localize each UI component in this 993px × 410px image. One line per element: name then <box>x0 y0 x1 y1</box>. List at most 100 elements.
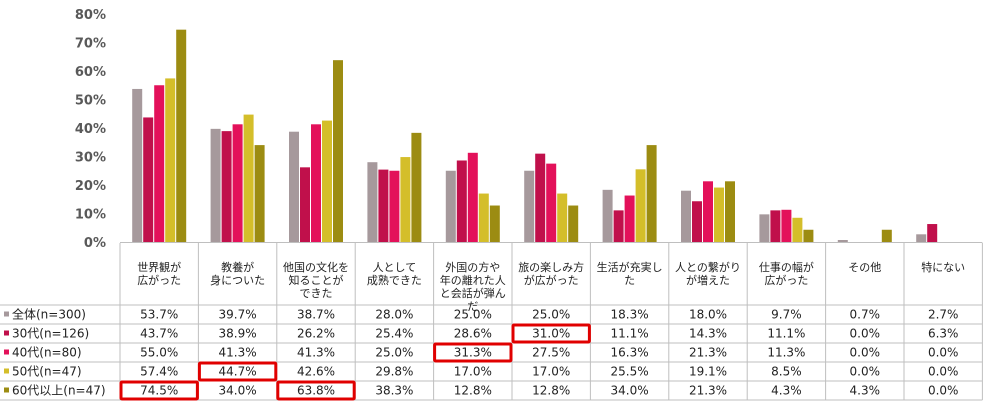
category-label: 身についた <box>210 273 265 287</box>
data-label: 4.3% <box>771 384 802 398</box>
y-tick-label: 10% <box>75 208 106 223</box>
bar <box>289 131 299 242</box>
highlight-box <box>433 342 513 363</box>
data-label: 31.3% <box>454 346 492 360</box>
data-label: 2.7% <box>928 308 959 322</box>
series-name: 全体(n=300) <box>12 307 86 322</box>
data-label: 0.0% <box>850 346 881 360</box>
bar <box>557 193 568 242</box>
data-label: 0.7% <box>850 308 881 322</box>
category-label: 人との繋がり <box>675 260 741 274</box>
data-label: 25.4% <box>375 327 413 341</box>
data-label: 34.0% <box>219 384 257 398</box>
highlight-box <box>511 323 591 344</box>
data-label: 18.0% <box>689 308 727 322</box>
bar <box>546 163 557 243</box>
data-label: 25.0% <box>375 346 413 360</box>
category-label: その他 <box>848 261 881 274</box>
y-tick-label: 20% <box>75 179 106 194</box>
bar <box>132 88 143 242</box>
bar <box>389 170 400 242</box>
bar <box>143 117 154 242</box>
bar <box>367 162 378 242</box>
category-label: 他国の文化を <box>283 260 349 274</box>
highlight-box <box>197 361 278 382</box>
y-tick-label: 80% <box>75 8 106 23</box>
data-label: 31.0% <box>532 327 570 341</box>
bar <box>927 224 938 242</box>
bar <box>725 181 735 242</box>
category-label: 知ることが <box>289 273 344 287</box>
data-label: 25.0% <box>454 308 492 322</box>
legend-swatch <box>4 349 9 355</box>
bar <box>478 193 489 242</box>
y-tick-label: 30% <box>75 151 106 166</box>
bar <box>400 157 411 242</box>
category-label: が増えた <box>686 273 730 287</box>
category-label: 広がった <box>764 273 808 287</box>
bar <box>524 170 535 242</box>
bar <box>803 229 814 242</box>
series-name: 60代以上(n=47) <box>12 384 106 398</box>
bar <box>624 195 635 242</box>
data-label: 25.5% <box>611 365 649 379</box>
data-label: 16.3% <box>611 346 649 360</box>
data-label: 0.0% <box>850 365 881 379</box>
y-tick-label: 50% <box>75 94 106 109</box>
bar <box>837 240 848 242</box>
category-label: 生活が充実し <box>597 260 663 274</box>
y-tick-label: 0% <box>84 236 106 251</box>
data-label: 12.8% <box>454 384 492 398</box>
bar <box>445 170 456 242</box>
legend-swatch <box>4 387 9 393</box>
data-label: 57.4% <box>140 365 178 379</box>
bar <box>221 131 232 242</box>
data-label: 18.3% <box>611 308 649 322</box>
legend-swatch <box>4 330 9 336</box>
category-label: 成熟できた <box>367 273 422 287</box>
data-label: 21.3% <box>689 384 727 398</box>
category-label: 広がった <box>137 273 181 287</box>
data-label: 63.8% <box>297 384 335 398</box>
category-label: た <box>624 274 635 287</box>
data-label: 19.1% <box>689 365 727 379</box>
bar <box>300 167 310 242</box>
bar <box>714 187 724 242</box>
y-tick-label: 70% <box>75 37 106 52</box>
data-label: 38.7% <box>297 308 335 322</box>
bar <box>613 210 624 242</box>
data-label: 43.7% <box>140 327 178 341</box>
data-label: 4.3% <box>850 384 881 398</box>
data-label: 0.0% <box>928 365 959 379</box>
bar <box>646 145 657 242</box>
data-label: 11.1% <box>767 327 805 341</box>
bar <box>243 114 254 242</box>
data-label: 11.1% <box>611 327 649 341</box>
category-label: 教養が <box>221 260 254 274</box>
data-label: 8.5% <box>771 365 802 379</box>
legend-swatch <box>4 368 9 374</box>
data-label: 12.8% <box>532 384 570 398</box>
category-label: が広がった <box>524 273 579 287</box>
bar <box>692 201 702 242</box>
data-label: 17.0% <box>454 365 492 379</box>
data-label: 74.5% <box>140 384 178 398</box>
bar <box>792 217 803 242</box>
bar <box>154 85 165 242</box>
bar <box>635 169 646 242</box>
bar <box>210 128 221 242</box>
data-label: 38.3% <box>375 384 413 398</box>
series-name: 50代(n=47) <box>12 365 82 379</box>
category-label: できた <box>300 287 333 300</box>
data-label: 21.3% <box>689 346 727 360</box>
data-label: 6.3% <box>928 327 959 341</box>
bar <box>378 169 389 242</box>
bar <box>254 145 265 242</box>
bar <box>568 205 579 242</box>
data-label: 53.7% <box>140 308 178 322</box>
data-label: 42.6% <box>297 365 335 379</box>
y-tick-label: 60% <box>75 65 106 80</box>
category-label: 特にない <box>921 260 965 274</box>
bar <box>770 210 781 242</box>
